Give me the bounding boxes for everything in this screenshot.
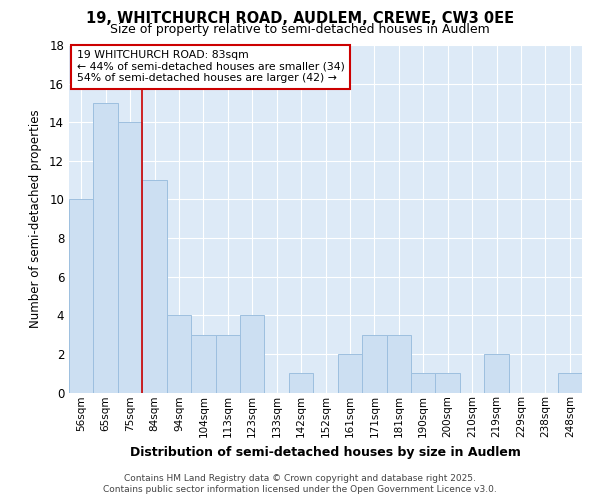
Bar	[94, 103, 118, 393]
X-axis label: Distribution of semi-detached houses by size in Audlem: Distribution of semi-detached houses by …	[130, 446, 521, 458]
Bar	[411, 373, 436, 392]
Text: 19 WHITCHURCH ROAD: 83sqm
← 44% of semi-detached houses are smaller (34)
54% of : 19 WHITCHURCH ROAD: 83sqm ← 44% of semi-…	[77, 50, 344, 84]
Bar	[118, 122, 142, 392]
Bar	[386, 334, 411, 392]
Bar	[69, 200, 94, 392]
Bar	[142, 180, 167, 392]
Bar	[240, 316, 265, 392]
Bar	[191, 334, 215, 392]
Bar	[338, 354, 362, 393]
Bar	[484, 354, 509, 393]
Text: Size of property relative to semi-detached houses in Audlem: Size of property relative to semi-detach…	[110, 22, 490, 36]
Text: 19, WHITCHURCH ROAD, AUDLEM, CREWE, CW3 0EE: 19, WHITCHURCH ROAD, AUDLEM, CREWE, CW3 …	[86, 11, 514, 26]
Bar	[362, 334, 386, 392]
Bar	[289, 373, 313, 392]
Text: Contains HM Land Registry data © Crown copyright and database right 2025.
Contai: Contains HM Land Registry data © Crown c…	[103, 474, 497, 494]
Bar	[436, 373, 460, 392]
Bar	[167, 316, 191, 392]
Bar	[215, 334, 240, 392]
Y-axis label: Number of semi-detached properties: Number of semi-detached properties	[29, 110, 42, 328]
Bar	[557, 373, 582, 392]
